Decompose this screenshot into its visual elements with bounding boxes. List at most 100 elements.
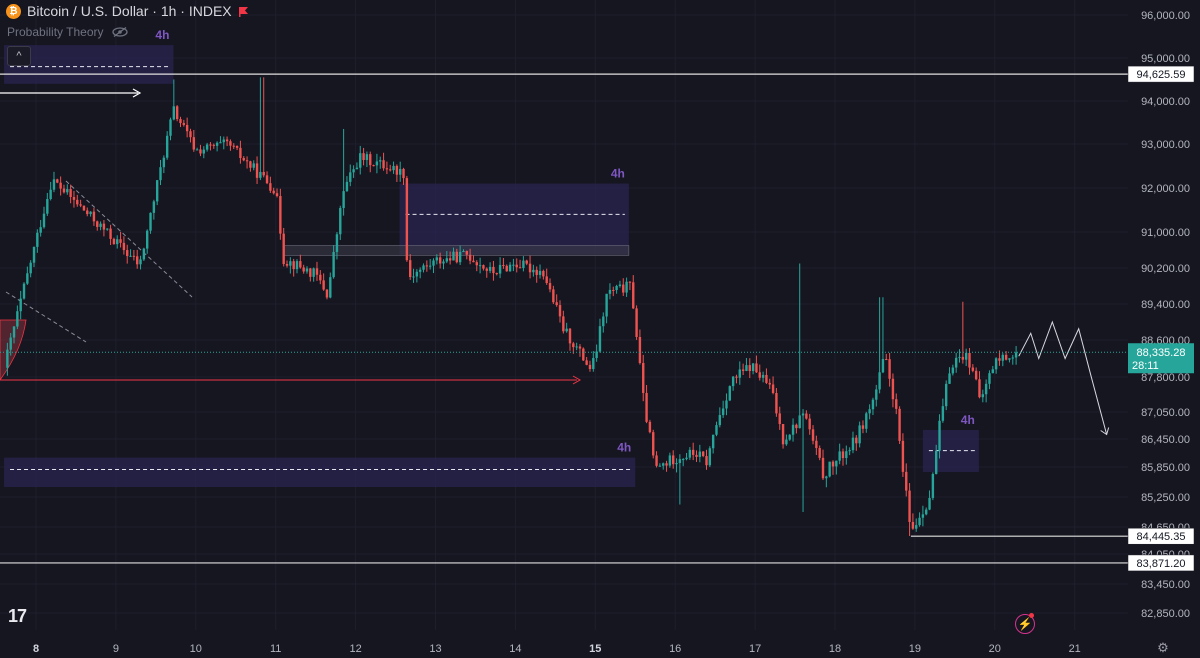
candle-body: [905, 471, 908, 491]
candle-body: [302, 267, 305, 272]
candle-body: [185, 124, 189, 132]
candle-body: [602, 316, 605, 327]
candle-body: [728, 386, 731, 401]
candle-body: [964, 352, 968, 360]
candle-body: [538, 270, 542, 275]
candle-body: [56, 179, 59, 183]
candle-body: [1001, 354, 1004, 361]
candle-body: [615, 285, 618, 291]
candle-body: [295, 261, 299, 270]
candle-body: [935, 450, 938, 475]
candle-body: [309, 268, 312, 277]
candle-body: [751, 363, 755, 371]
candle-body: [585, 360, 588, 365]
candle-body: [831, 461, 835, 467]
x-tick-label: 21: [1069, 643, 1081, 655]
candle-body: [9, 337, 12, 350]
candle-body: [954, 357, 958, 368]
flag-icon[interactable]: [238, 6, 249, 17]
y-tick-label: 96,000.00: [1141, 10, 1190, 22]
candle-body: [741, 369, 745, 371]
candle-body: [711, 434, 715, 449]
candle-body: [688, 449, 692, 458]
zone-label: 4h: [617, 441, 631, 455]
trendline-dashed: [5, 291, 87, 343]
x-tick-label: 18: [829, 643, 841, 655]
candle-body: [735, 376, 738, 378]
candle-body: [658, 465, 662, 467]
candle-body: [941, 406, 945, 421]
candle-body: [49, 189, 52, 199]
eye-off-icon[interactable]: [111, 27, 128, 37]
candle-body: [721, 408, 725, 416]
candle-body: [668, 455, 672, 466]
candle-body: [984, 383, 988, 395]
gear-icon[interactable]: ⚙: [1157, 640, 1169, 655]
candle-body: [402, 168, 405, 179]
x-tick-label: 8: [33, 643, 39, 655]
candle-body: [951, 367, 955, 374]
candle-body: [372, 165, 375, 167]
candle-body: [488, 266, 492, 271]
candle-body: [575, 346, 578, 348]
candle-body: [242, 158, 245, 161]
chart-header[interactable]: ₿ Bitcoin / U.S. Dollar · 1h · INDEX: [6, 3, 249, 19]
candle-body: [525, 260, 528, 264]
candle-body: [126, 250, 129, 257]
candle-body: [29, 262, 32, 274]
y-tick-label: 83,450.00: [1141, 579, 1190, 591]
candle-body: [928, 497, 931, 510]
candle-body: [119, 239, 122, 243]
candle-body: [159, 167, 162, 181]
candle-body: [562, 316, 565, 332]
candle-body: [225, 139, 229, 142]
x-tick-label: 9: [113, 643, 119, 655]
candle-body: [502, 264, 505, 266]
candle-body: [189, 131, 192, 138]
candle-body: [605, 293, 608, 317]
candle-body: [598, 326, 602, 352]
candle-body: [518, 267, 522, 269]
candle-body: [821, 457, 825, 479]
x-tick-label: 19: [909, 643, 921, 655]
candle-body: [22, 283, 26, 299]
candle-body: [172, 106, 176, 120]
candle-body: [42, 213, 46, 228]
candle-body: [798, 415, 801, 429]
candle-body: [369, 154, 372, 166]
candle-body: [59, 182, 62, 189]
candle-body: [978, 379, 981, 398]
candle-body: [761, 374, 765, 378]
candle-body: [468, 254, 472, 261]
candle-body: [339, 208, 342, 235]
candle-body: [175, 106, 179, 120]
candle-body: [532, 269, 535, 273]
candle-body: [89, 211, 92, 215]
candle-body: [195, 149, 199, 151]
price-level-tag: [1127, 65, 1195, 83]
candle-body: [828, 461, 831, 477]
projection-arrowhead: [1100, 427, 1110, 436]
candle-body: [895, 399, 898, 409]
candle-body: [136, 256, 139, 265]
chevron-up-icon[interactable]: ^: [7, 46, 31, 66]
candle-body: [552, 289, 555, 303]
candle-body: [425, 265, 429, 267]
candle-body: [725, 400, 728, 409]
candle-body: [392, 165, 395, 171]
candle-body: [92, 211, 96, 222]
candle-body: [718, 415, 722, 426]
price-level-label: 94,625.59: [1137, 69, 1186, 81]
candle-body: [36, 232, 39, 247]
candle-body: [944, 383, 948, 407]
candle-body: [868, 409, 871, 414]
candle-body: [259, 171, 262, 178]
x-tick-label: 20: [989, 643, 1001, 655]
candle-body: [325, 289, 329, 298]
indicator-legend[interactable]: Probability Theory: [7, 25, 128, 39]
candle-body: [272, 190, 275, 194]
zone-label: 4h: [611, 167, 625, 181]
lightning-icon[interactable]: ⚡: [1015, 614, 1035, 634]
candle-body: [508, 264, 512, 272]
